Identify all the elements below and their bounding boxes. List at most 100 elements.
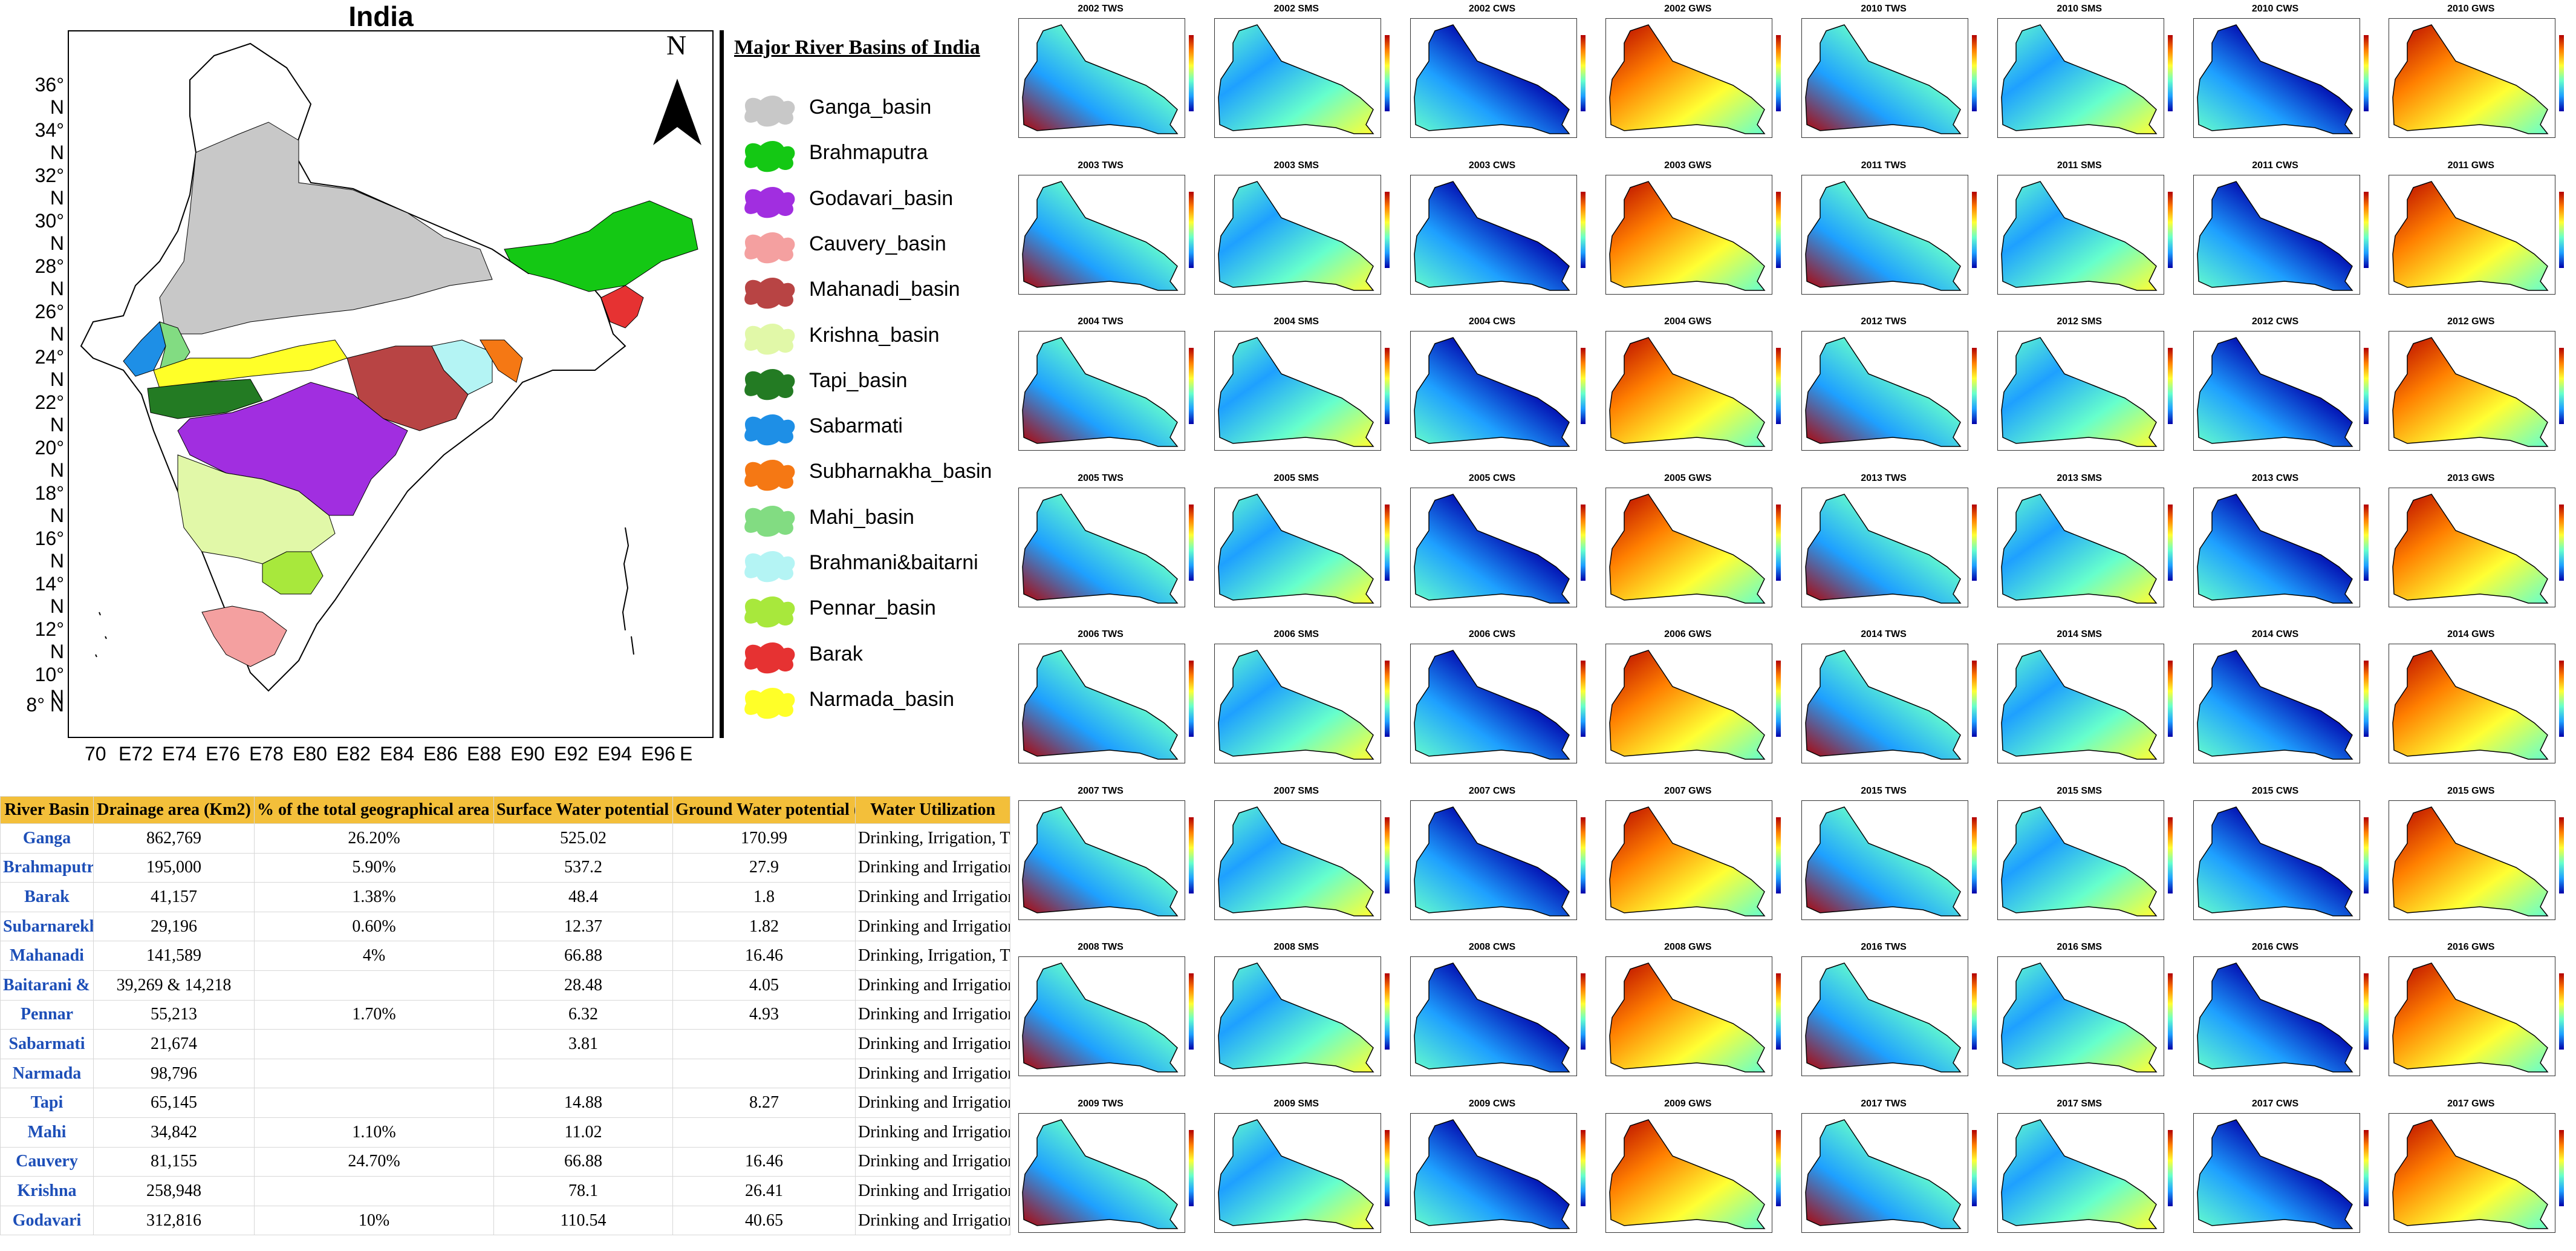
study-region-shape: [1805, 337, 1962, 447]
table-cell: [254, 1058, 494, 1089]
storage-map-plot: [1214, 1112, 1381, 1233]
colorbar: [1580, 348, 1586, 424]
table-cell: 10%: [254, 1205, 494, 1236]
storage-map-svg: [1217, 1119, 1374, 1229]
legend-label: Brahmaputra: [809, 141, 928, 165]
storage-map-plot: [1997, 956, 2164, 1076]
storage-map-panel: 2013 SMS: [1989, 469, 2182, 626]
panel-title: 2011 CWS: [2252, 160, 2298, 171]
storage-map-svg: [1413, 1119, 1570, 1229]
study-region-shape: [1022, 650, 1179, 760]
table-cell: [254, 970, 494, 1001]
storage-map-svg: [2392, 962, 2549, 1073]
storage-map-plot: [1410, 174, 1577, 295]
storage-map-panel: 2009 GWS: [1597, 1095, 1791, 1251]
storage-map-panel: 2010 GWS: [2380, 0, 2574, 156]
storage-map-plot: [1214, 331, 1381, 451]
storage-map-svg: [2196, 24, 2353, 134]
study-region-shape: [2196, 650, 2353, 760]
panel-title: 2005 TWS: [1078, 472, 1124, 483]
river-basin-table: River Basin Drainage area (Km2) % of the…: [0, 796, 1010, 1236]
legend-label: Subharnakha_basin: [809, 460, 992, 483]
storage-map-panel: 2015 SMS: [1989, 782, 2182, 938]
study-region-shape: [1022, 493, 1179, 604]
legend-swatch-icon: [744, 687, 795, 719]
storage-map-panel: 2015 GWS: [2380, 782, 2574, 938]
storage-map-panel: 2015 TWS: [1793, 782, 1986, 938]
colorbar: [1972, 817, 1977, 893]
legend-item: Barak: [741, 638, 1001, 674]
panel-title: 2012 SMS: [2057, 316, 2103, 327]
lon-label: E74: [162, 743, 197, 765]
storage-map-panel: 2009 TWS: [1010, 1095, 1203, 1251]
table-cell: 1.38%: [254, 882, 494, 912]
colorbar: [2167, 973, 2173, 1050]
panel-title: 2006 GWS: [1664, 629, 1712, 639]
storage-map-panel: 2013 TWS: [1793, 469, 1986, 626]
table-cell: 170.99: [672, 823, 856, 854]
storage-map-panel: 2002 CWS: [1402, 0, 1595, 156]
study-region-shape: [2392, 24, 2549, 134]
storage-map-svg: [1413, 24, 1570, 134]
legend-divider: [720, 30, 724, 738]
study-region-shape: [2196, 180, 2353, 291]
storage-map-svg: [1413, 962, 1570, 1073]
panel-title: 2005 CWS: [1468, 472, 1516, 483]
panel-title: 2009 SMS: [1273, 1098, 1319, 1109]
storage-map-svg: [1022, 24, 1179, 134]
panel-title: 2004 GWS: [1664, 316, 1712, 327]
study-region-shape: [1413, 650, 1570, 760]
legend-item: Narmada_basin: [741, 683, 1001, 719]
storage-map-panel: 2009 SMS: [1206, 1095, 1399, 1251]
colorbar: [1776, 504, 1781, 581]
lon-label: E80: [293, 743, 327, 765]
storage-map-panel: 2008 SMS: [1206, 938, 1399, 1094]
storage-map-svg: [2392, 337, 2549, 447]
study-region-shape: [2000, 337, 2158, 447]
storage-map-plot: [1214, 18, 1381, 138]
study-region-shape: [1609, 493, 1766, 604]
ganga-basin-region: [159, 122, 493, 335]
study-region-shape: [2000, 493, 2158, 604]
legend-swatch-icon: [744, 642, 795, 673]
table-row: Baitarani & Brahmani39,269 & 14,218 28.48…: [0, 970, 1010, 1001]
table-cell: 14.88: [493, 1088, 673, 1118]
storage-map-svg: [2196, 650, 2353, 760]
panel-title: 2013 CWS: [2251, 472, 2299, 483]
panel-title: 2004 TWS: [1078, 316, 1124, 327]
storage-map-svg: [1609, 1119, 1766, 1229]
study-region-shape: [1217, 806, 1374, 916]
table-cell: 4.93: [672, 999, 856, 1030]
study-region-shape: [2392, 180, 2549, 291]
legend-item: Sabarmati: [741, 410, 1001, 446]
storage-map-svg: [1805, 1119, 1962, 1229]
table-cell: 11.02: [493, 1117, 673, 1148]
tapi-basin-region: [147, 379, 263, 419]
colorbar: [1189, 504, 1194, 581]
storage-map-panel: 2005 SMS: [1206, 469, 1399, 626]
storage-map-panel: 2003 GWS: [1597, 157, 1791, 313]
storage-map-plot: [2193, 487, 2360, 607]
study-region-shape: [1022, 1119, 1179, 1229]
legend-item: Pennar_basin: [741, 592, 1001, 628]
table-row: Ganga 862,769 26.20% 525.02 170.99 Drinking, …: [0, 823, 1010, 854]
study-region-shape: [1413, 337, 1570, 447]
colorbar: [1189, 191, 1194, 268]
lon-label: 70: [85, 743, 106, 765]
table-cell: [254, 1176, 494, 1206]
panel-title: 2011 SMS: [2057, 160, 2102, 171]
storage-map-plot: [2193, 1112, 2360, 1233]
column-header: Ground Water potential (Km3): [672, 796, 856, 824]
colorbar: [2167, 348, 2173, 424]
panel-title: 2014 GWS: [2447, 629, 2495, 639]
table-cell: 81,155: [93, 1146, 255, 1177]
lat-label: 20° N: [34, 437, 64, 481]
storage-map-plot: [2389, 800, 2556, 920]
lat-label: 24° N: [34, 346, 64, 390]
study-region-shape: [2196, 493, 2353, 604]
table-row: Sabarmati 21,674 3.81 Drinking and Irrigati…: [0, 1029, 1010, 1059]
study-region-shape: [1022, 962, 1179, 1073]
study-region-shape: [2000, 1119, 2158, 1229]
storage-map-plot: [1801, 1112, 1968, 1233]
storage-map-plot: [1801, 487, 1968, 607]
